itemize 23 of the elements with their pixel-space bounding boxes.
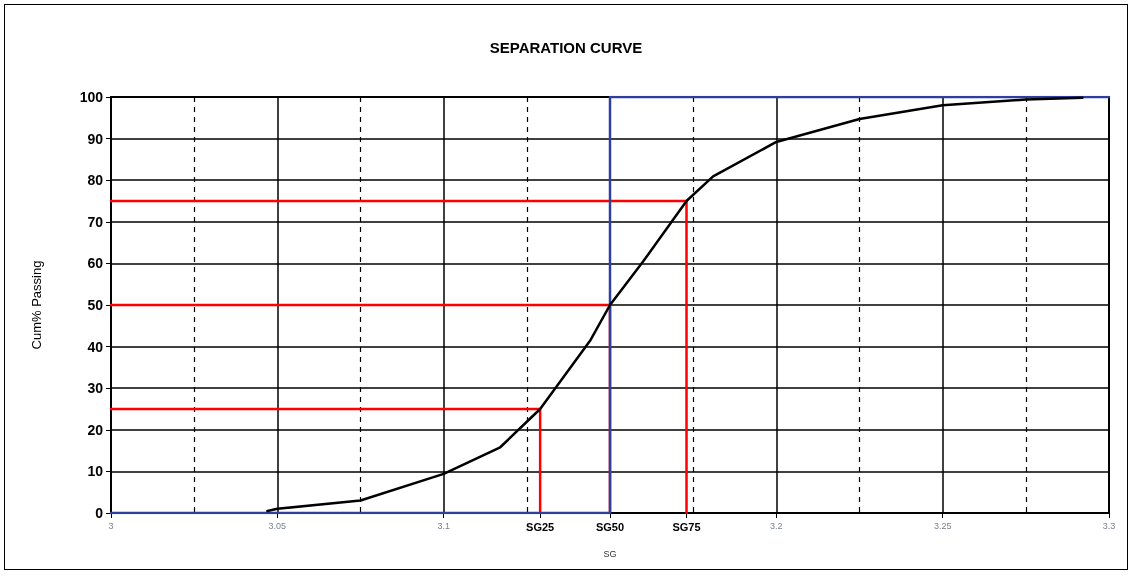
chart-title: SEPARATION CURVE <box>489 39 643 56</box>
y-tick-label: 20 <box>87 421 104 438</box>
y-tick-label: 50 <box>87 297 104 313</box>
x-tick-label: SG75 <box>672 520 701 533</box>
y-tick-label: 80 <box>87 172 104 189</box>
y-axis-title: Cum% Passing <box>29 260 44 350</box>
y-tick-label: 0 <box>95 505 104 521</box>
y-tick-label: 60 <box>87 255 104 272</box>
y-tick-label: 70 <box>87 213 104 230</box>
y-tick-label: 100 <box>79 89 104 105</box>
x-tick-label: SG25 <box>526 520 555 533</box>
x-tick-label: 3.05 <box>268 520 287 531</box>
y-tick-label: 10 <box>87 463 104 480</box>
x-axis-title: SG <box>603 548 617 559</box>
x-tick-label: SG50 <box>595 520 625 533</box>
y-tick-label: 30 <box>87 380 104 397</box>
x-tick-label: 3.2 <box>770 520 783 531</box>
y-tick-label: 90 <box>87 130 104 147</box>
y-tick-label: 40 <box>87 338 104 355</box>
x-tick-label: 3.3 <box>1102 520 1116 531</box>
x-tick-label: 3.25 <box>933 520 952 531</box>
x-tick-label: 3.1 <box>437 520 450 531</box>
x-tick-label: 3 <box>108 520 114 531</box>
